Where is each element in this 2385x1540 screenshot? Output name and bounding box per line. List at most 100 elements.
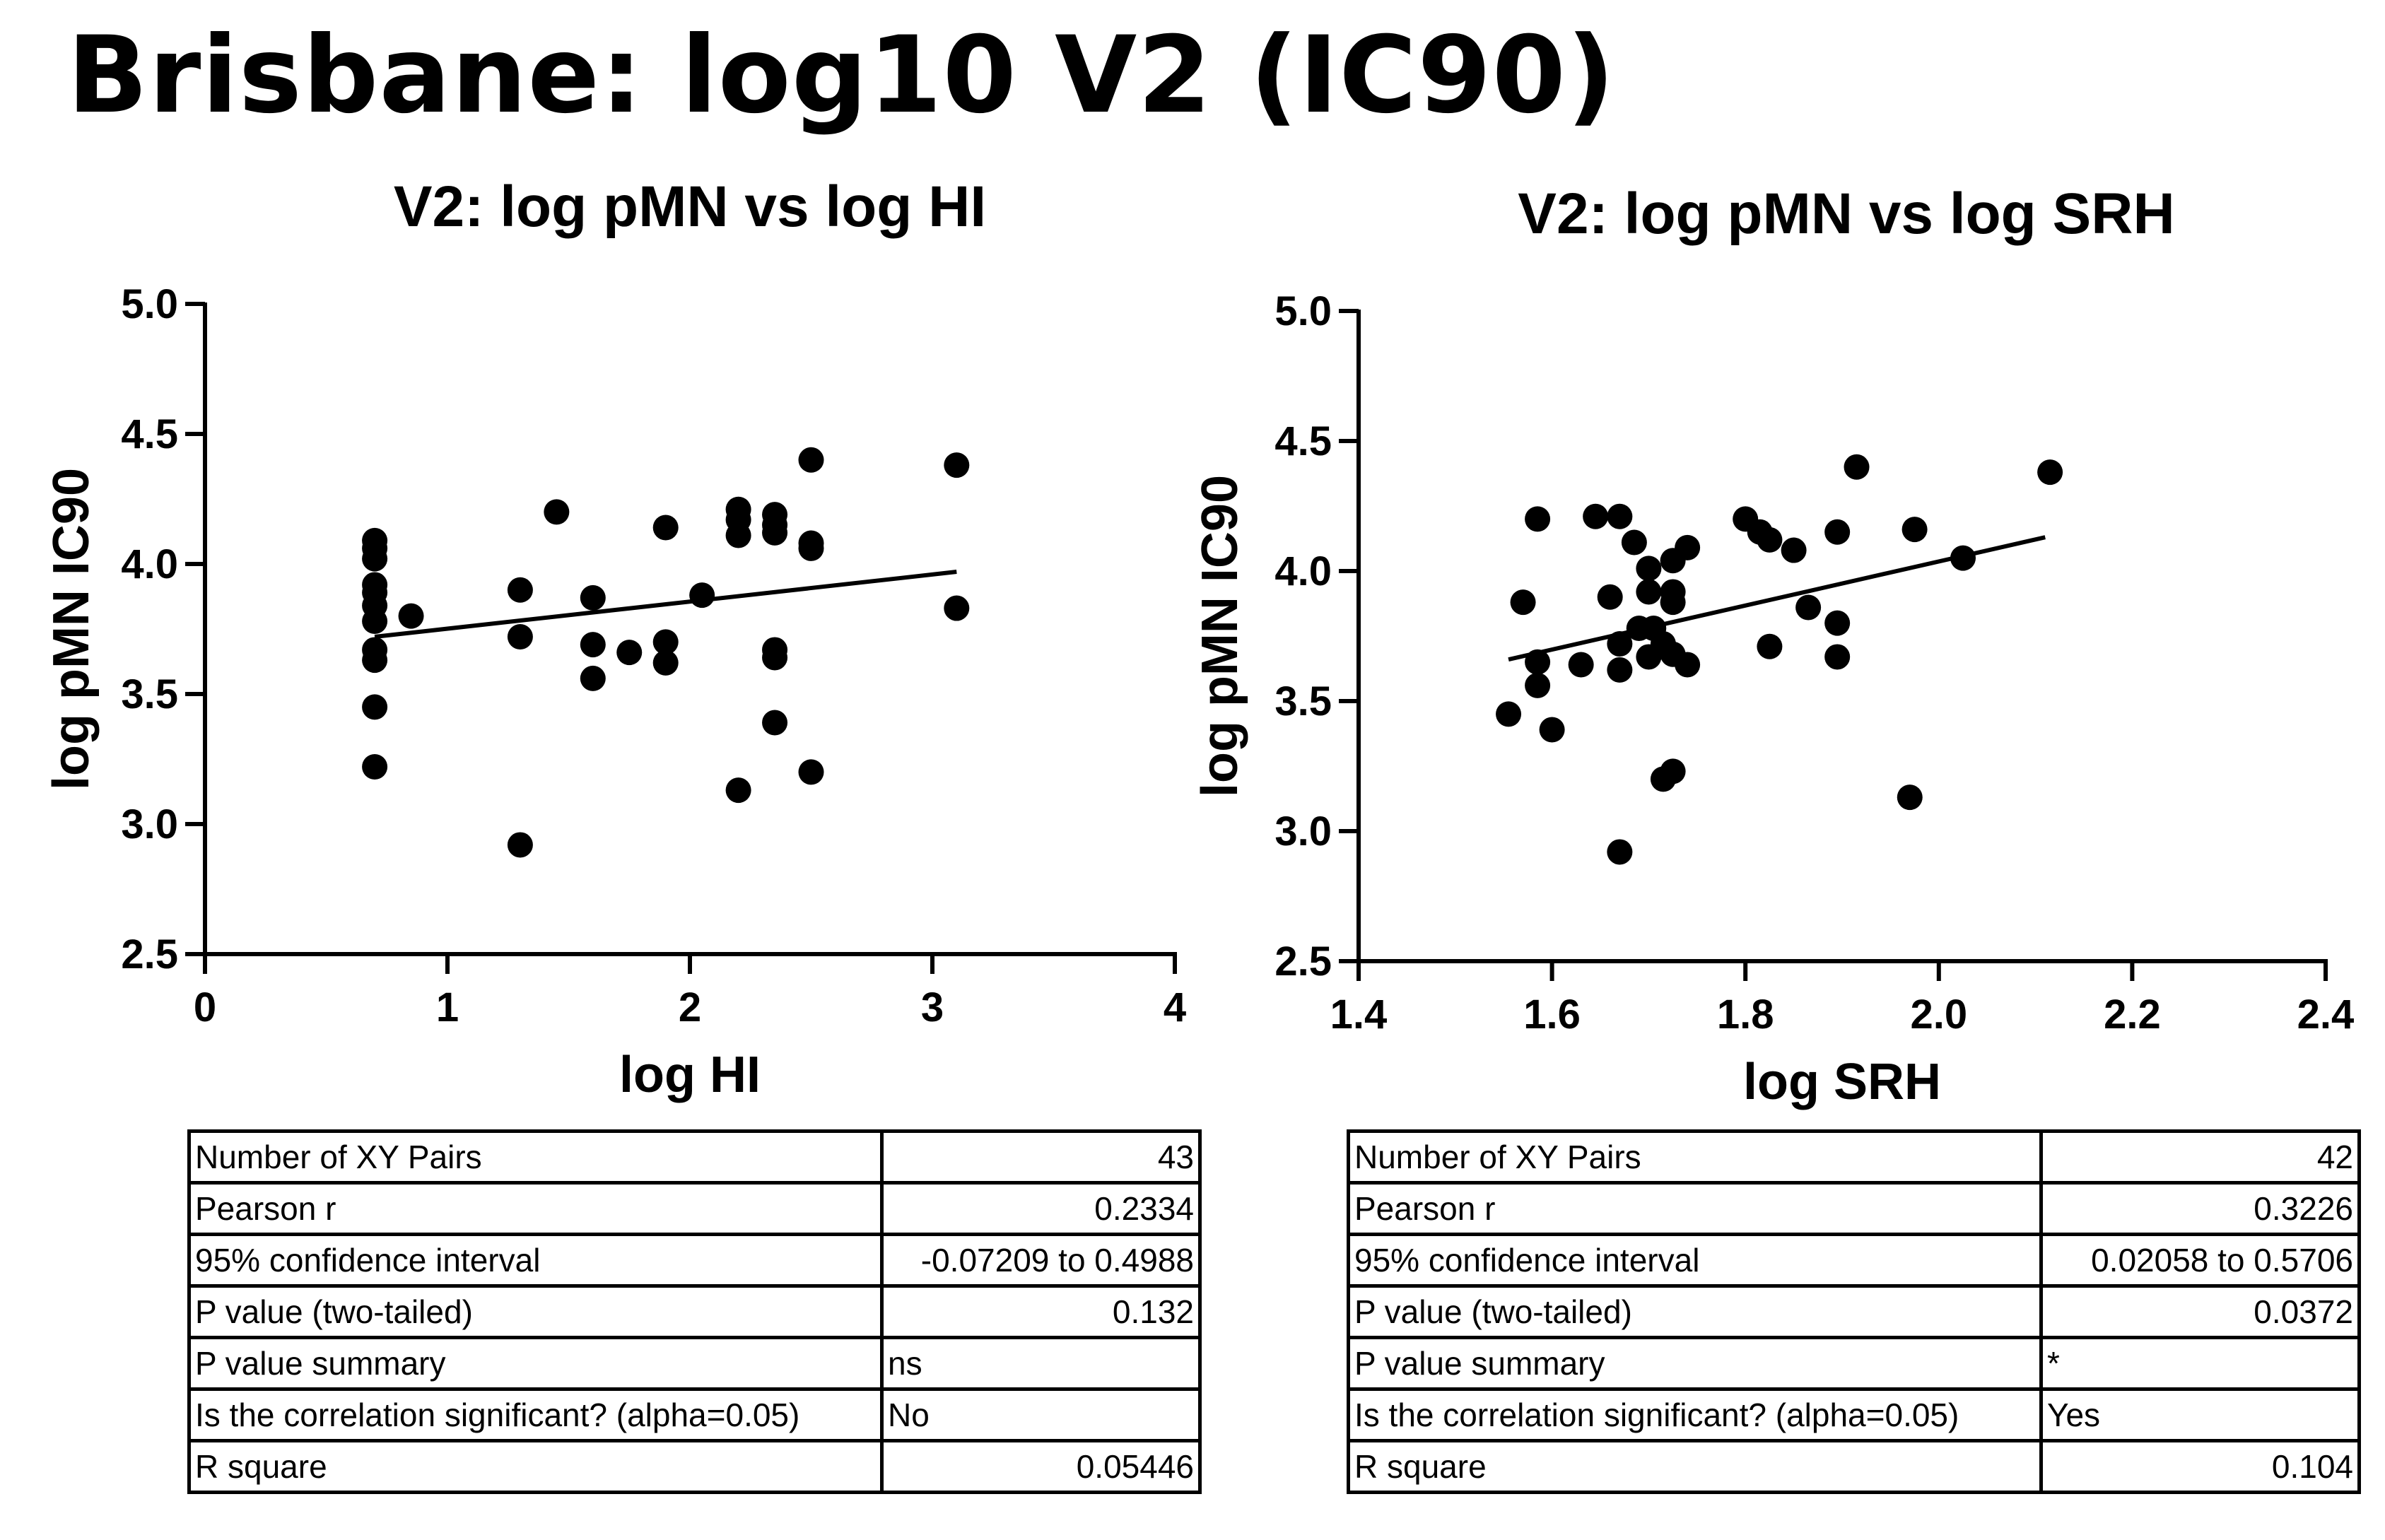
y-tick-label-srh: 4.5: [1274, 418, 1332, 464]
stats-row: P value summary *: [1347, 1336, 2361, 1391]
data-point-hi: [798, 535, 824, 561]
y-tick-label-srh: 3.0: [1274, 809, 1332, 854]
stats-row: Is the correlation significant? (alpha=0…: [1347, 1387, 2361, 1442]
data-point-srh: [1675, 534, 1701, 560]
data-point-srh: [2037, 459, 2063, 486]
x-tick-label-srh: 2.0: [1910, 992, 1967, 1038]
stats-table-hi: Number of XY Pairs 43 Pearson r 0.2334 95% c…: [187, 1129, 1202, 1494]
x-tick-label-srh: 2.4: [2297, 992, 2355, 1038]
y-tick-label-hi: 2.5: [121, 931, 178, 977]
stats-label: P value (two-tailed): [1347, 1284, 2043, 1339]
y-tick-label-srh: 2.5: [1274, 939, 1332, 984]
data-point-hi: [507, 577, 533, 603]
y-tick-label-hi: 5.0: [121, 281, 178, 327]
y-tick-label-hi: 4.5: [121, 411, 178, 457]
data-point-srh: [1901, 517, 1928, 543]
stats-label: Is the correlation significant? (alpha=0…: [187, 1387, 884, 1442]
data-point-srh: [1660, 589, 1686, 616]
stats-row: Is the correlation significant? (alpha=0…: [187, 1387, 1202, 1442]
y-tick-label-hi: 4.0: [121, 541, 178, 587]
stats-label: R square: [1347, 1439, 2043, 1494]
data-point-hi: [689, 582, 715, 609]
data-point-srh: [1496, 701, 1522, 727]
data-point-srh: [1897, 784, 1923, 811]
stats-value: ns: [880, 1336, 1202, 1391]
data-point-hi: [507, 624, 533, 650]
x-tick-label-srh: 1.8: [1717, 992, 1774, 1038]
data-point-srh: [1621, 529, 1647, 556]
data-point-srh: [1824, 644, 1851, 670]
stats-label: Pearson r: [1347, 1181, 2043, 1236]
data-point-srh: [1636, 556, 1662, 582]
stats-value: Yes: [2039, 1387, 2361, 1442]
data-point-hi: [580, 632, 606, 658]
stats-row: P value (two-tailed) 0.132: [187, 1284, 1202, 1339]
data-point-hi: [725, 777, 751, 804]
data-point-hi: [652, 649, 679, 676]
stats-value: 42: [2039, 1129, 2361, 1185]
data-point-srh: [1636, 579, 1662, 605]
data-point-srh: [1525, 506, 1551, 532]
data-point-srh: [1757, 633, 1783, 659]
x-tick-label-hi: 2: [679, 984, 701, 1030]
stats-row: R square 0.05446: [187, 1439, 1202, 1494]
data-point-hi: [798, 447, 824, 473]
x-tick-label-hi: 4: [1164, 984, 1186, 1030]
stats-row: P value (two-tailed) 0.0372: [1347, 1284, 2361, 1339]
stats-value: *: [2039, 1336, 2361, 1391]
data-point-hi: [762, 645, 788, 671]
stats-label: R square: [187, 1439, 884, 1494]
data-point-hi: [798, 759, 824, 785]
data-point-hi: [725, 522, 751, 548]
stats-label: P value summary: [187, 1336, 884, 1391]
data-point-srh: [1568, 652, 1594, 678]
chart-title-srh: V2: log pMN vs log SRH: [1518, 182, 2174, 246]
stats-value: 0.104: [2039, 1439, 2361, 1494]
data-point-srh: [1607, 839, 1633, 865]
data-point-hi: [362, 694, 388, 720]
data-point-srh: [1539, 717, 1565, 743]
data-point-srh: [1660, 758, 1686, 784]
data-point-hi: [580, 665, 606, 691]
page-title: Brisbane: log10 V2 (IC90): [67, 14, 1616, 137]
data-point-srh: [1607, 657, 1633, 683]
data-point-hi: [362, 608, 388, 634]
data-point-srh: [1950, 545, 1976, 571]
stats-row: 95% confidence interval 0.02058 to 0.5706: [1347, 1233, 2361, 1288]
data-point-srh: [1583, 503, 1609, 529]
stats-row: Pearson r 0.3226: [1347, 1181, 2361, 1236]
stats-value: -0.07209 to 0.4988: [880, 1233, 1202, 1288]
stats-row: 95% confidence interval -0.07209 to 0.498…: [187, 1233, 1202, 1288]
stats-label: Is the correlation significant? (alpha=0…: [1347, 1387, 2043, 1442]
y-tick-label-srh: 4.0: [1274, 548, 1332, 594]
data-point-srh: [1607, 503, 1633, 529]
stats-value: No: [880, 1387, 1202, 1442]
stats-value: 43: [880, 1129, 1202, 1185]
stats-label: P value summary: [1347, 1336, 2043, 1391]
data-point-srh: [1675, 652, 1701, 678]
data-point-srh: [1781, 537, 1807, 563]
stats-row: R square 0.104: [1347, 1439, 2361, 1494]
x-axis-label-hi: log HI: [619, 1047, 761, 1103]
y-tick-label-hi: 3.0: [121, 801, 178, 847]
x-tick-label-hi: 1: [436, 984, 459, 1030]
stats-value: 0.2334: [880, 1181, 1202, 1236]
data-point-hi: [652, 515, 679, 541]
data-point-hi: [762, 710, 788, 736]
y-tick-label-srh: 5.0: [1274, 288, 1332, 334]
y-axis-label-hi: log pMN IC90: [43, 468, 100, 790]
data-point-srh: [1525, 672, 1551, 698]
data-point-srh: [1824, 519, 1851, 545]
stats-row: P value summary ns: [187, 1336, 1202, 1391]
stats-label: 95% confidence interval: [1347, 1233, 2043, 1288]
data-point-hi: [652, 629, 679, 655]
stats-label: Number of XY Pairs: [1347, 1129, 2043, 1185]
stats-value: 0.02058 to 0.5706: [2039, 1233, 2361, 1288]
x-tick-label-srh: 2.2: [2104, 992, 2161, 1038]
stats-label: 95% confidence interval: [187, 1233, 884, 1288]
x-tick-label-hi: 3: [921, 984, 944, 1030]
x-tick-label-hi: 0: [194, 984, 216, 1030]
regression-line-hi: [374, 570, 957, 640]
data-point-srh: [1525, 649, 1551, 675]
